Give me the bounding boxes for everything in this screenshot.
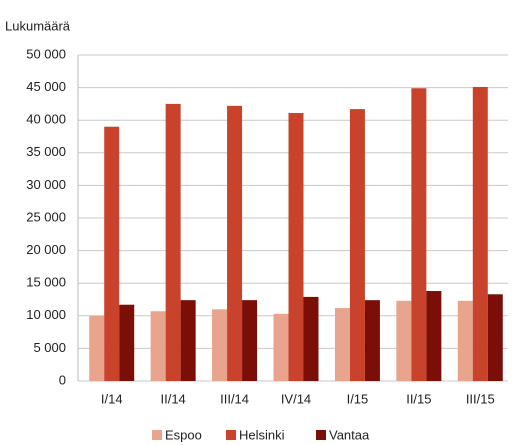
bar — [334, 307, 350, 381]
bar — [119, 304, 135, 381]
y-tick-label: 25 000 — [26, 209, 66, 224]
bar — [104, 126, 120, 381]
bar — [242, 300, 258, 381]
y-tick-label: 15 000 — [26, 275, 66, 290]
y-tick-label: 5 000 — [33, 340, 66, 355]
x-tick-label: III/15 — [466, 391, 495, 406]
legend-swatch — [226, 430, 236, 440]
x-tick-label: I/14 — [101, 391, 123, 406]
bar — [364, 300, 380, 381]
bar — [303, 296, 319, 381]
bar — [212, 309, 228, 381]
y-tick-label: 40 000 — [26, 112, 66, 127]
y-axis-label: Lukumäärä — [5, 18, 71, 33]
x-tick-label: II/15 — [406, 391, 431, 406]
x-tick-label: I/15 — [347, 391, 369, 406]
bar — [457, 300, 473, 381]
bar — [472, 86, 488, 381]
y-tick-label: 30 000 — [26, 177, 66, 192]
y-tick-label: 45 000 — [26, 79, 66, 94]
bar — [288, 113, 304, 381]
bar — [396, 300, 412, 381]
x-tick-label: III/14 — [220, 391, 249, 406]
bar — [426, 291, 442, 381]
y-tick-label: 10 000 — [26, 307, 66, 322]
x-tick-label: II/14 — [160, 391, 185, 406]
y-tick-label: 20 000 — [26, 242, 66, 257]
x-tick-label: IV/14 — [281, 391, 311, 406]
y-tick-label: 35 000 — [26, 144, 66, 159]
bar — [150, 311, 166, 381]
bar — [89, 315, 105, 381]
bar — [180, 300, 196, 381]
legend-swatch — [316, 430, 326, 440]
y-tick-label: 0 — [59, 372, 66, 387]
bar — [349, 109, 365, 381]
legend-label: Espoo — [165, 427, 202, 442]
y-tick-label: 50 000 — [26, 46, 66, 61]
bar — [227, 105, 243, 381]
legend-swatch — [152, 430, 162, 440]
bar — [273, 313, 289, 381]
legend-label: Vantaa — [329, 427, 370, 442]
bar — [165, 103, 181, 382]
bar — [487, 294, 503, 381]
bar — [411, 88, 427, 381]
legend-label: Helsinki — [239, 427, 285, 442]
